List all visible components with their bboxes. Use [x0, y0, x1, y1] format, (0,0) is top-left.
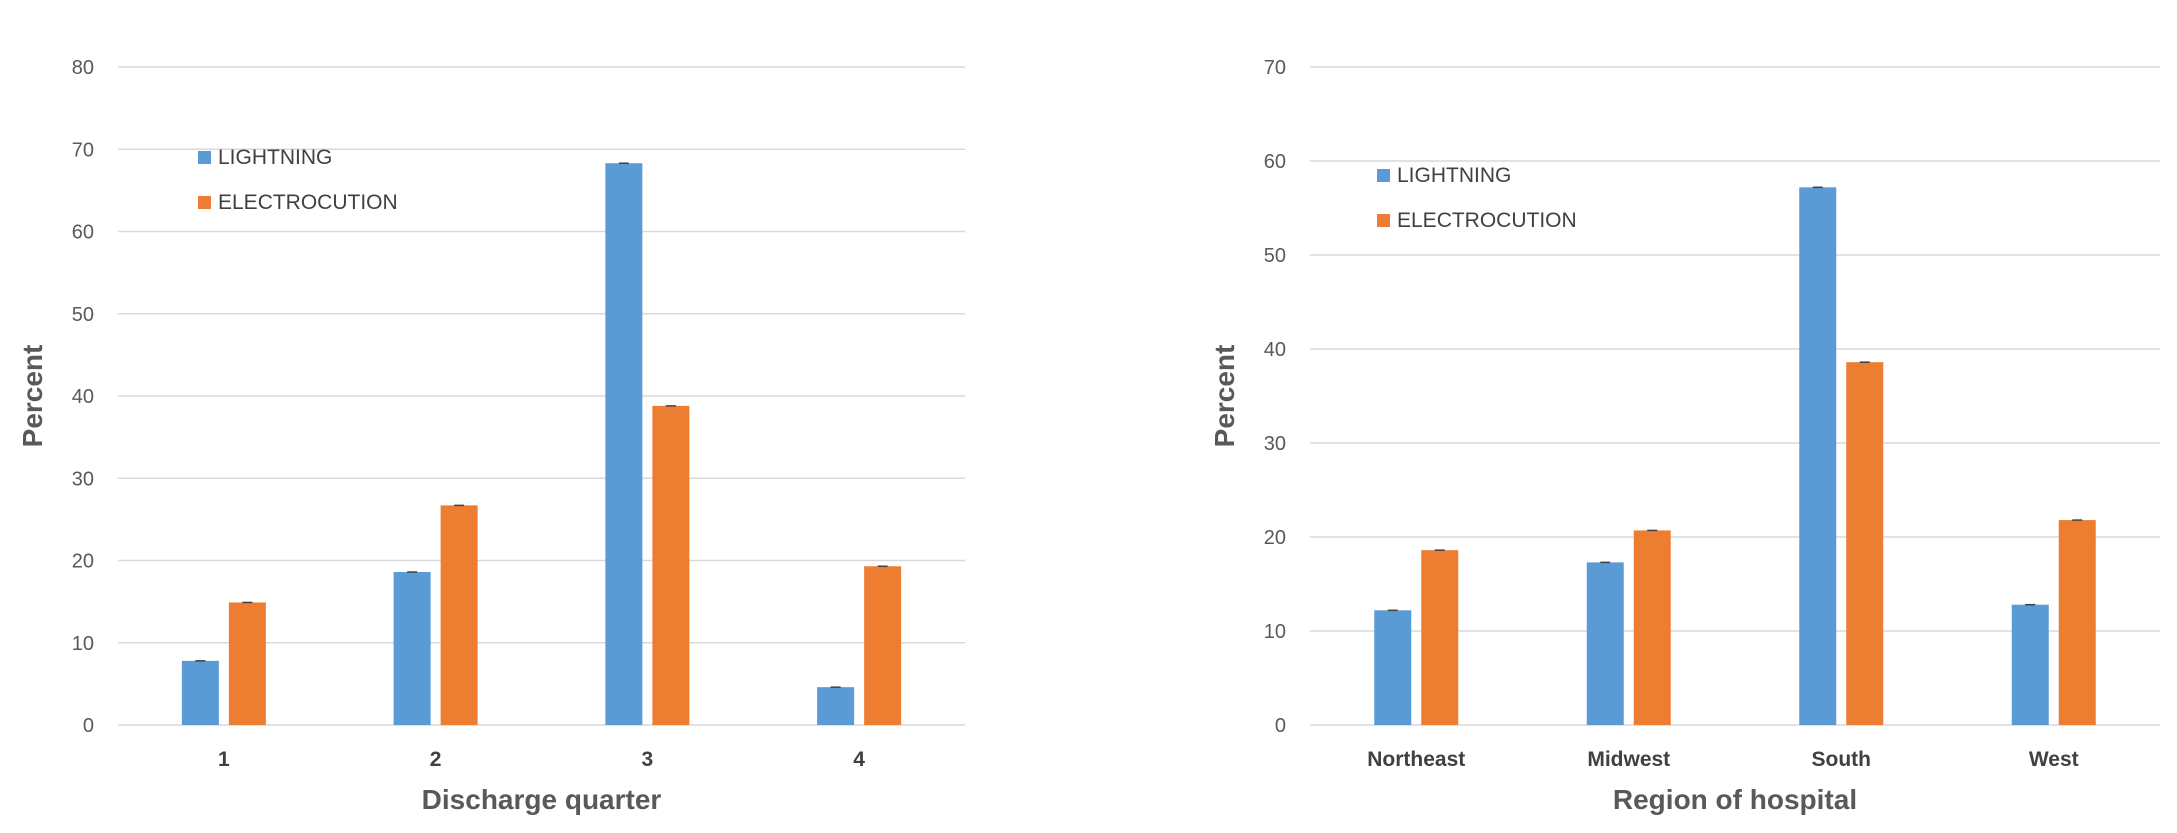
legend-swatch-electrocution [1377, 214, 1390, 227]
legend-label-lightning: LIGHTNING [1397, 164, 1511, 187]
y-tick-label: 0 [1275, 715, 1286, 737]
x-axis-title: Discharge quarter [422, 784, 662, 815]
x-axis-title: Region of hospital [1613, 784, 1857, 815]
x-category-label: 4 [853, 748, 865, 771]
y-tick-label: 60 [72, 222, 94, 244]
x-category-label: Northeast [1367, 748, 1465, 771]
bar-electrocution-south [1846, 362, 1884, 725]
legend-swatch-lightning [1377, 169, 1390, 182]
y-tick-label: 60 [1264, 151, 1286, 173]
bar-electrocution-northeast [1421, 550, 1459, 725]
y-tick-label: 80 [72, 57, 94, 79]
region-of-hospital-chart: 0 10 20 30 40 50 60 70 Northeast Midwest South West… [1209, 57, 2160, 815]
legend-label-electrocution: ELECTROCUTION [1397, 209, 1577, 232]
x-category-label: West [2029, 748, 2079, 771]
y-axis-title: Percent [1209, 345, 1240, 448]
bar-electrocution-midwest [1633, 530, 1671, 725]
y-tick-label: 0 [83, 715, 94, 737]
legend-swatch-electrocution [198, 196, 211, 209]
y-tick-label: 70 [1264, 57, 1286, 79]
bar-electrocution-west [2058, 520, 2096, 725]
bar-lightning-south [1799, 187, 1837, 725]
y-tick-label: 40 [72, 386, 94, 408]
legend-swatch-lightning [198, 151, 211, 164]
y-tick-label: 50 [72, 304, 94, 326]
x-category-label: 2 [430, 748, 442, 771]
bar-lightning-3 [605, 163, 643, 726]
bar-lightning-northeast [1374, 610, 1412, 725]
y-tick-label: 10 [72, 633, 94, 655]
bar-lightning-2 [393, 572, 431, 725]
x-category-label: Midwest [1587, 748, 1670, 771]
legend-label-electrocution: ELECTROCUTION [218, 191, 398, 214]
bar-lightning-1 [181, 660, 219, 725]
legend-label-lightning: LIGHTNING [218, 146, 332, 169]
bar-electrocution-4 [864, 566, 902, 725]
y-tick-label: 70 [72, 139, 94, 161]
bar-lightning-west [2011, 604, 2049, 725]
bar-lightning-4 [817, 687, 855, 725]
y-tick-label: 20 [72, 551, 94, 573]
y-tick-label: 50 [1264, 245, 1286, 267]
y-tick-label: 10 [1264, 621, 1286, 643]
discharge-quarter-chart: 0 10 20 30 40 50 60 70 80 1 2 3 4 Discharge quarter Pe… [17, 57, 965, 815]
x-category-label: South [1812, 748, 1871, 771]
x-category-label: 3 [642, 748, 654, 771]
y-tick-label: 30 [1264, 433, 1286, 455]
bar-electrocution-2 [440, 505, 478, 725]
y-tick-label: 40 [1264, 339, 1286, 361]
bar-lightning-midwest [1586, 562, 1624, 725]
x-category-label: 1 [218, 748, 230, 771]
y-tick-label: 20 [1264, 527, 1286, 549]
bar-electrocution-1 [228, 602, 266, 725]
bar-electrocution-3 [652, 405, 690, 725]
y-tick-label: 30 [72, 468, 94, 490]
y-axis-title: Percent [17, 345, 48, 448]
